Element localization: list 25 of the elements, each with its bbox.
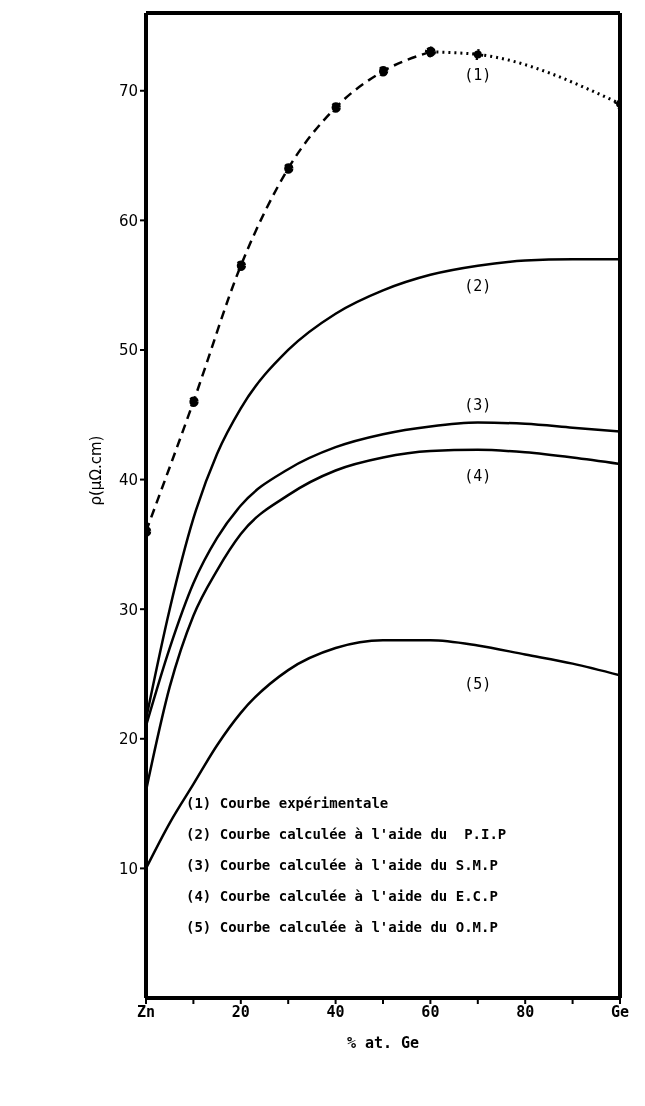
y-tick-label: 20 [118, 730, 138, 749]
y-tick-label: 40 [118, 470, 138, 489]
annotation: (5) Courbe calculée à l'aide du O.M.P [186, 918, 499, 937]
x-tick-label: 80 [516, 1002, 535, 1021]
y-tick-label: 70 [118, 82, 138, 101]
y-axis-title: ρ(μΩ.cm) [87, 435, 106, 506]
series-label: (2) [464, 277, 492, 296]
y-tick-label: 50 [118, 341, 138, 360]
y-tick-label: 60 [118, 211, 138, 230]
series-label: (5) [464, 674, 492, 693]
x-tick-label: Ge [610, 1002, 630, 1021]
series-label: (1) [464, 65, 492, 84]
series-label: (4) [464, 467, 492, 486]
x-axis-title: % at. Ge [346, 1034, 420, 1052]
x-tick-label: 60 [421, 1002, 440, 1021]
x-tick-label: 20 [231, 1002, 250, 1021]
annotation: (4) Courbe calculée à l'aide du E.C.P [186, 887, 499, 906]
annotation: (1) Courbe expérimentale [186, 794, 390, 813]
series-label: (3) [464, 395, 492, 414]
x-tick-label: Zn [136, 1002, 156, 1021]
annotation: (2) Courbe calculée à l'aide du P.I.P [186, 825, 507, 844]
x-tick-label: 40 [326, 1002, 345, 1021]
y-tick-label: 10 [118, 859, 138, 878]
annotation: (3) Courbe calculée à l'aide du S.M.P [186, 856, 499, 875]
y-tick-label: 30 [118, 600, 138, 619]
